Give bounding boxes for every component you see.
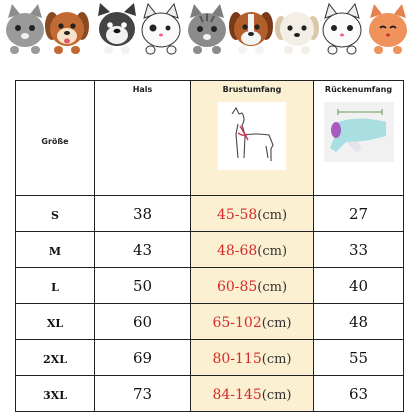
back-cell: 33 [313,231,404,268]
back-header-label: Rückenumfang [324,85,393,94]
chest-unit: (cm) [257,280,288,295]
chest-value: 60-85 [216,279,258,295]
chest-header-label: Brustumfang [222,85,282,94]
neck-header-cell: Hals [94,80,191,196]
chest-cell: 60-85(cm) [190,267,314,304]
spaniel-dog-icon [275,12,319,54]
chest-cell: 65-102(cm) [190,303,314,340]
size-value: L [51,281,59,294]
chest-value: 80-115 [212,351,262,367]
neck-value: 69 [132,349,153,367]
neck-header-label: Hals [132,85,153,94]
neck-cell: 60 [94,303,191,340]
chest-cell: 84-145(cm) [190,375,314,412]
gray-cat-icon [6,4,44,54]
size-cell: M [15,231,95,268]
back-cell: 27 [313,195,404,232]
chest-unit: (cm) [261,388,292,403]
back-value: 27 [348,205,369,223]
chest-cell: 48-68(cm) [190,231,314,268]
neck-value: 60 [132,313,153,331]
size-cell: 3XL [15,375,95,412]
chest-value: 45-58 [216,207,258,223]
table-row: XL 60 65-102(cm) 48 [15,303,404,340]
size-cell: XL [15,303,95,340]
back-cell: 55 [313,339,404,376]
brown-dog-icon [45,12,89,54]
white-cat-2-icon [322,2,362,55]
size-cell: 2XL [15,339,95,376]
chest-unit: (cm) [261,316,292,331]
table-row: L 50 60-85(cm) 40 [15,267,404,304]
animal-banner-art [6,2,407,55]
neck-value: 38 [132,205,153,223]
tabby-cat-icon [188,4,226,54]
neck-cell: 73 [94,375,191,412]
chest-cell: 80-115(cm) [190,339,314,376]
back-value: 63 [348,385,369,403]
table-row: 2XL 69 80-115(cm) 55 [15,339,404,376]
table-row: M 43 48-68(cm) 33 [15,231,404,268]
neck-cell: 43 [94,231,191,268]
table-row: 3XL 73 84-145(cm) 63 [15,375,404,412]
chest-unit: (cm) [257,244,288,259]
size-chart-table: Größe Hals Brustumfang Rückenumfang [15,80,404,412]
back-header-cell: Rückenumfang [313,80,404,196]
size-header-cell: Größe [15,80,95,196]
back-value: 33 [348,241,369,259]
back-cell: 40 [313,267,404,304]
orange-cat-icon [369,4,407,54]
table-header-row: Größe Hals Brustumfang Rückenumfang [15,80,404,196]
chest-unit: (cm) [261,352,292,367]
dog-chest-measure-icon [218,102,286,170]
back-cell: 48 [313,303,404,340]
chest-unit: (cm) [257,208,288,223]
size-header-label: Größe [41,136,69,146]
size-value: S [51,209,59,222]
back-value: 55 [348,349,369,367]
chest-value: 84-145 [212,387,262,403]
back-cell: 63 [313,375,404,412]
neck-value: 43 [132,241,153,259]
chest-value: 48-68 [216,243,258,259]
coat-back-measure-icon [323,102,394,162]
table-row: S 38 45-58(cm) 27 [15,195,404,232]
neck-cell: 38 [94,195,191,232]
animal-banner [0,0,416,66]
white-cat-icon [141,2,181,55]
size-cell: S [15,195,95,232]
size-value: M [48,245,62,258]
back-value: 40 [348,277,369,295]
beagle-dog-icon [229,12,273,54]
size-cell: L [15,267,95,304]
back-value: 48 [348,313,369,331]
size-value: 3XL [43,389,67,402]
chest-value: 65-102 [212,315,262,331]
bulldog-icon [98,3,136,54]
neck-value: 73 [132,385,153,403]
neck-cell: 50 [94,267,191,304]
neck-cell: 69 [94,339,191,376]
chest-header-cell: Brustumfang [190,80,314,196]
size-value: 2XL [43,353,67,366]
size-value: XL [46,317,64,330]
chest-cell: 45-58(cm) [190,195,314,232]
neck-value: 50 [132,277,153,295]
